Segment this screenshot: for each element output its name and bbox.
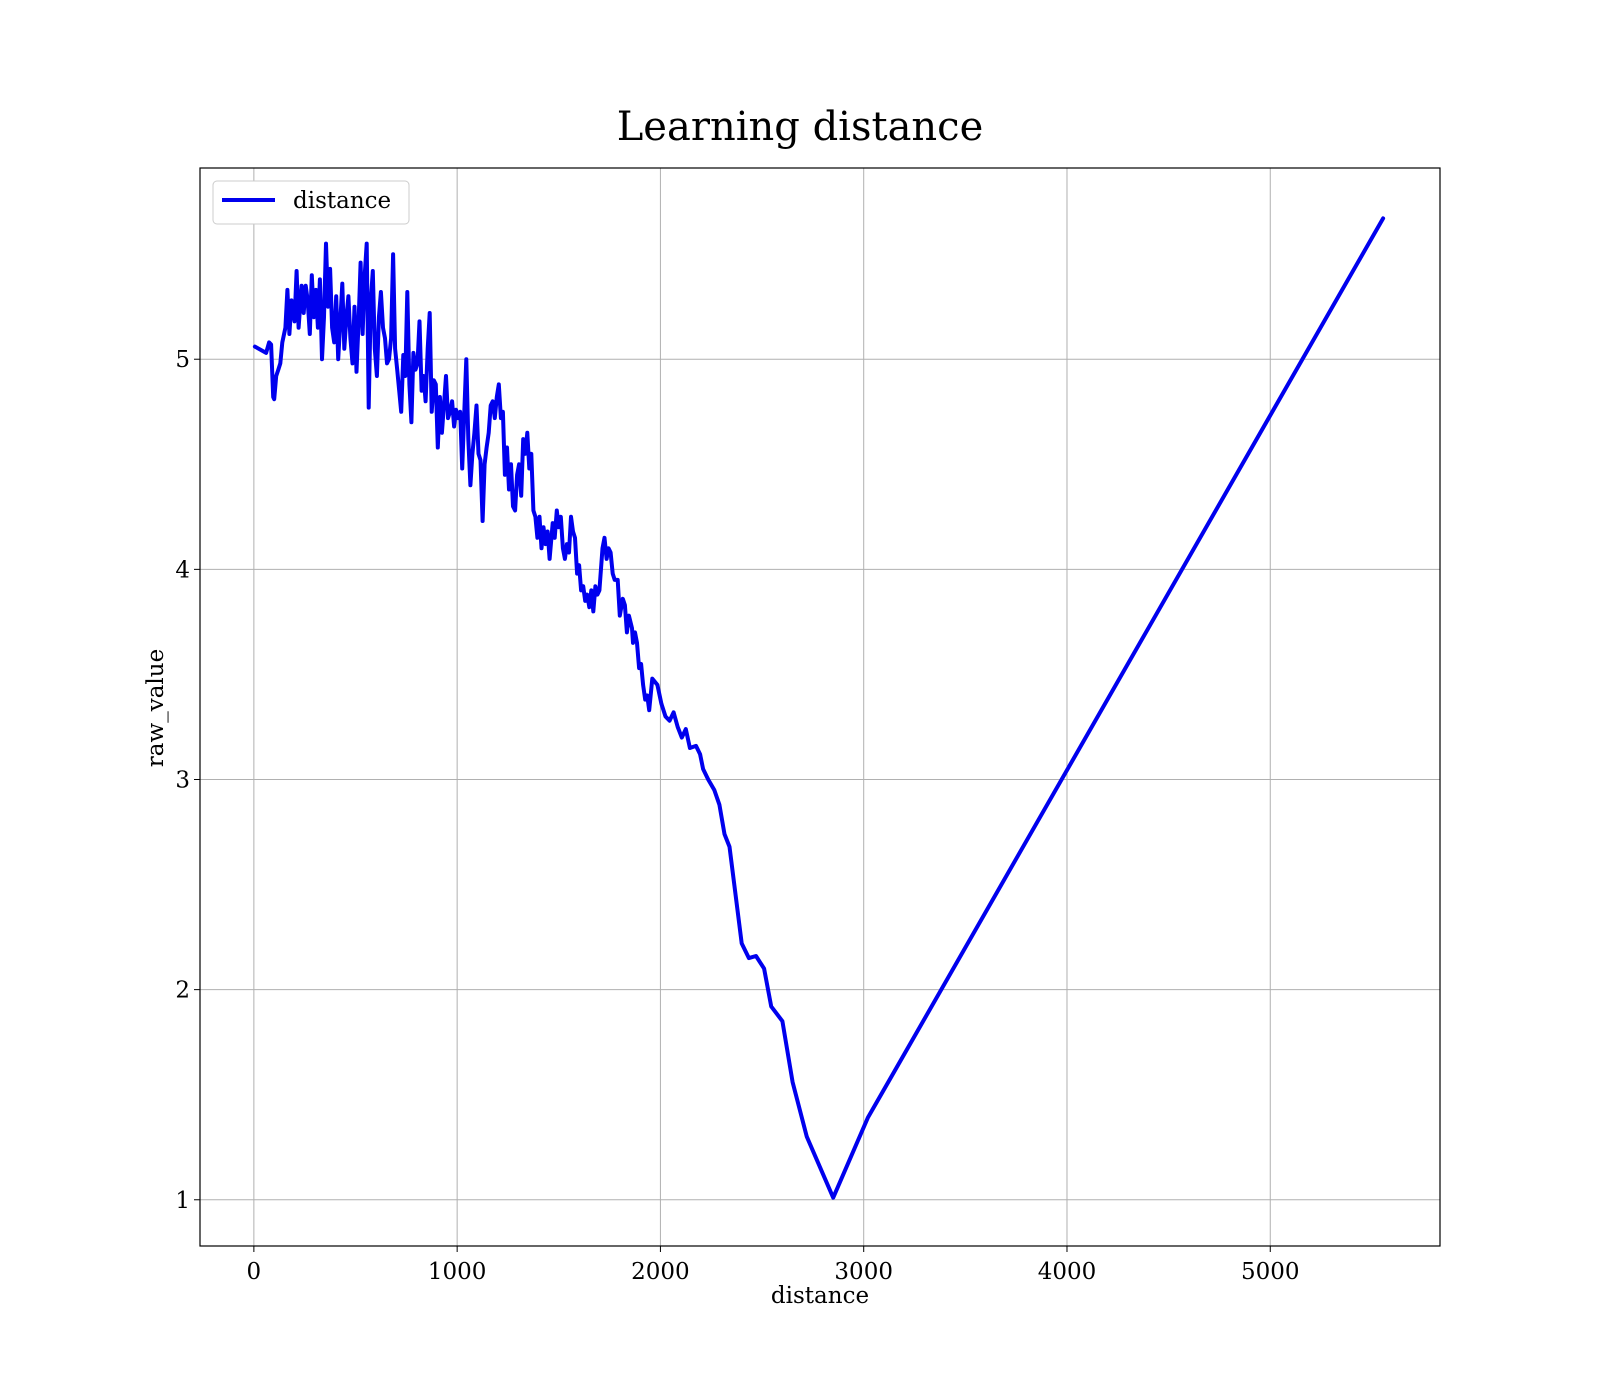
y-tick-label: 4: [175, 557, 190, 583]
legend-box: [212, 180, 410, 225]
y-axis-label: raw_value: [143, 649, 169, 767]
grid: [200, 168, 1440, 1246]
x-tick-label: 1000: [428, 1259, 487, 1285]
x-tick-label: 0: [247, 1259, 262, 1285]
y-tick-label: 1: [175, 1188, 190, 1214]
x-axis-label: distance: [771, 1283, 869, 1309]
x-tick-label: 4000: [1038, 1259, 1097, 1285]
y-ticks: 1 2 3 4 5: [175, 347, 200, 1214]
x-tick-label: 2000: [631, 1259, 690, 1285]
x-tick-label: 5000: [1241, 1259, 1300, 1285]
series-line-distance: [252, 216, 1386, 1200]
legend: distance: [212, 180, 410, 225]
y-tick-label: 5: [175, 347, 190, 373]
x-tick-label: 3000: [834, 1259, 893, 1285]
x-ticks: 0 1000 2000 3000 4000 5000: [247, 1246, 1300, 1285]
legend-label-distance: distance: [293, 188, 391, 214]
y-tick-label: 3: [175, 767, 190, 793]
y-tick-label: 2: [175, 978, 190, 1004]
chart-title: Learning distance: [617, 104, 984, 150]
plot-frame: [199, 167, 1441, 1247]
